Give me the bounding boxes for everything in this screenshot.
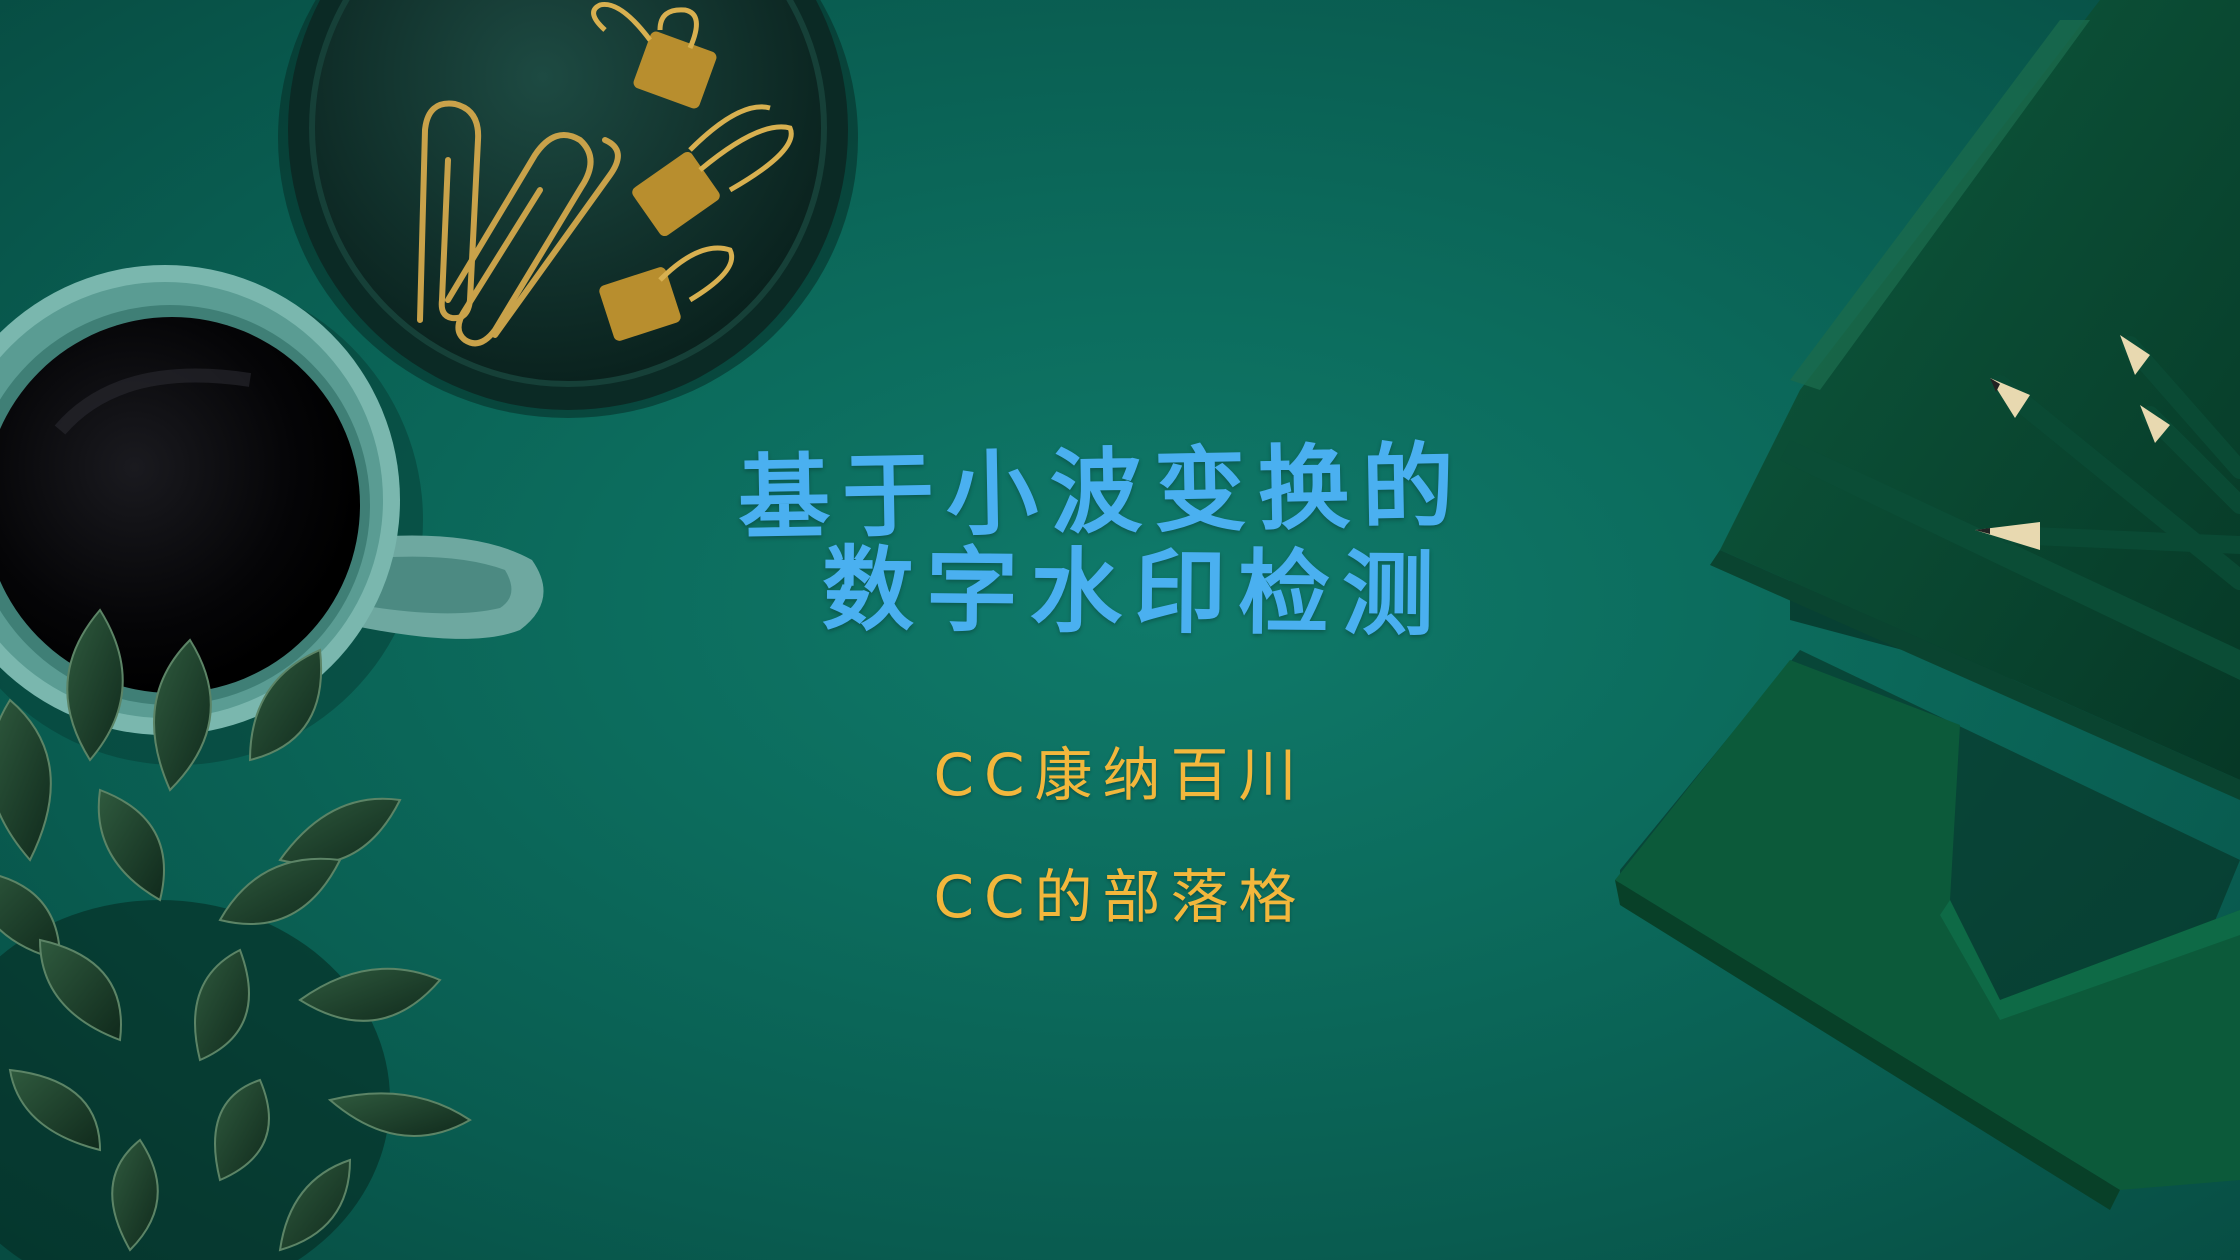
author-name: CC康纳百川 bbox=[933, 741, 1307, 809]
potted-plant bbox=[0, 608, 472, 1260]
title-block: 基于小波变换的 数字水印检测 bbox=[640, 433, 1600, 649]
binder-clip-1 bbox=[591, 1, 717, 109]
title-line-2: 数字水印检测 bbox=[821, 536, 1447, 649]
tray-with-clips bbox=[278, 0, 858, 418]
binder-clip-2 bbox=[632, 104, 794, 237]
blog-name: CC的部落格 bbox=[933, 863, 1307, 931]
notebook-stack bbox=[1710, 0, 2240, 800]
card-holder-box bbox=[1615, 650, 2240, 1210]
binder-clip-3 bbox=[599, 245, 734, 341]
pencils bbox=[1975, 335, 2240, 590]
